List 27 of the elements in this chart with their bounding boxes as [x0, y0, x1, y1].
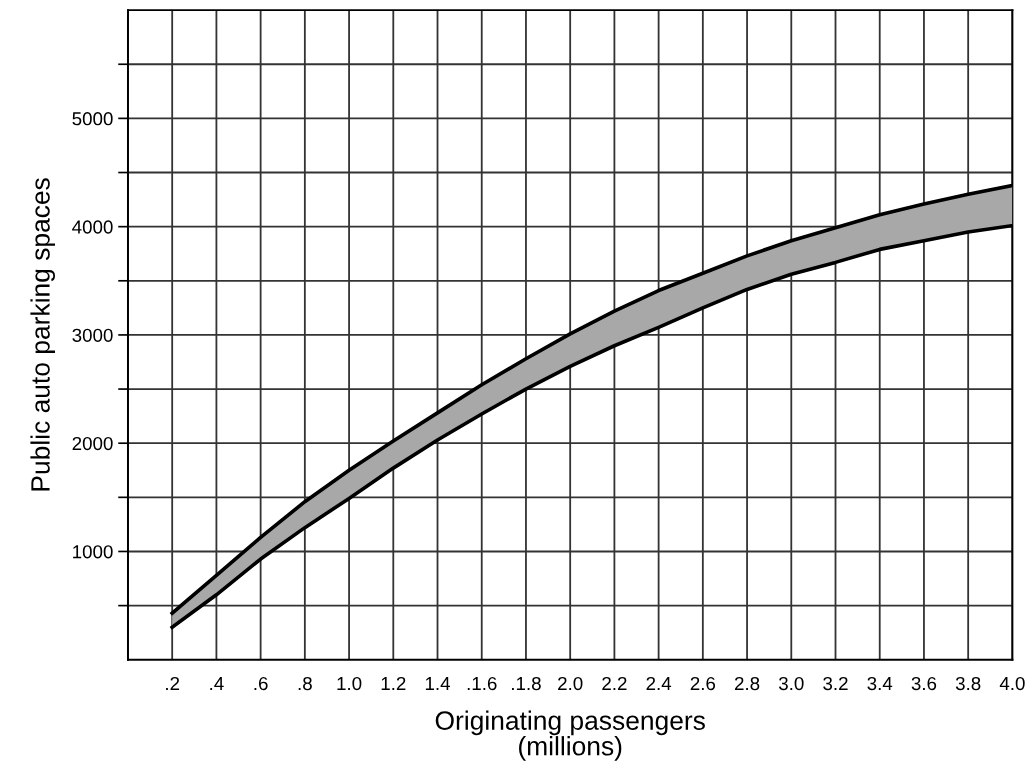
y-axis-title: Public auto parking spaces [30, 178, 56, 491]
y-tick-label: 4000 [72, 220, 113, 234]
x-tick-label: 2.6 [690, 676, 716, 691]
x-tick-label: .1.6 [467, 676, 497, 691]
y-tick-label: 3000 [72, 328, 113, 342]
y-tick-label: 2000 [72, 436, 113, 451]
x-tick-label: 4.0 [999, 676, 1025, 691]
x-tick-label: .4 [210, 677, 224, 690]
x-tick-label: 3.8 [955, 676, 981, 691]
x-tick-label: .6 [254, 676, 268, 691]
y-tick-label: 5000 [72, 112, 113, 126]
x-tick-label: 3.4 [867, 676, 893, 691]
x-tick-label: 2.0 [558, 676, 583, 691]
x-axis-title: Originating passengers (millions) [435, 710, 705, 761]
x-tick-label: 2.4 [646, 676, 672, 690]
x-tick-label: 1.0 [337, 676, 362, 691]
x-tick-label: 1.4 [425, 677, 450, 690]
x-tick-label: 3.2 [823, 676, 848, 691]
x-tick-label: .1.8 [512, 676, 541, 691]
x-tick-label: .8 [298, 676, 312, 691]
x-tick-label: 1.2 [381, 676, 406, 690]
y-tick-label: 1000 [73, 545, 113, 559]
x-tick-label: 3.0 [778, 676, 804, 691]
x-tick-label: 2.2 [602, 676, 627, 690]
x-tick-label: 3.6 [911, 676, 937, 691]
x-tick-label: 2.8 [734, 676, 760, 691]
x-tick-label: .2 [166, 676, 180, 690]
